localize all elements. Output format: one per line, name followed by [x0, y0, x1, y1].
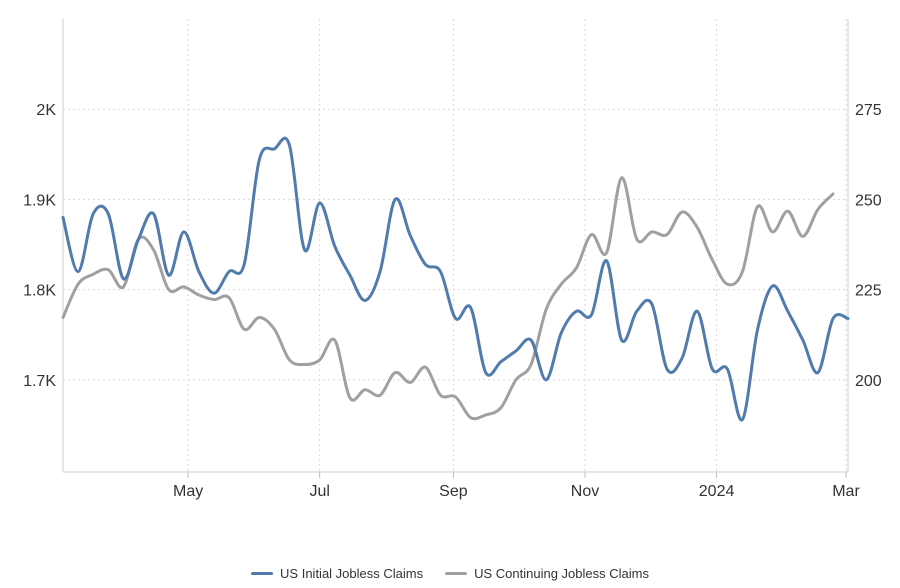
legend-item-initial-claims[interactable]: US Initial Jobless Claims	[251, 566, 423, 581]
legend-label-initial: US Initial Jobless Claims	[280, 566, 424, 581]
y-right-tick-label: 250	[855, 192, 882, 209]
y-left-tick-label: 1.9K	[23, 192, 56, 209]
y-left-tick-label: 1.7K	[23, 373, 56, 390]
x-tick-label: Mar	[832, 483, 860, 500]
y-right-tick-label: 200	[855, 373, 882, 390]
legend-label-continuing: US Continuing Jobless Claims	[474, 566, 649, 581]
legend-swatch-initial	[251, 572, 274, 575]
x-tick-label: Jul	[309, 483, 329, 500]
x-tick-label: Nov	[571, 483, 599, 500]
x-tick-label: May	[173, 483, 203, 500]
x-tick-label: 2024	[699, 483, 735, 500]
series-line-continuing-claims	[61, 176, 835, 421]
legend: US Initial Jobless Claims US Continuing …	[0, 566, 900, 581]
y-left-tick-label: 2K	[36, 102, 56, 119]
x-tick-label: Sep	[439, 483, 468, 500]
series-line-initial-claims	[61, 136, 850, 422]
y-right-tick-label: 225	[855, 283, 882, 300]
legend-swatch-continuing	[445, 572, 468, 575]
y-left-tick-label: 1.8K	[23, 283, 56, 300]
y-right-tick-label: 275	[855, 102, 882, 119]
legend-item-continuing-claims[interactable]: US Continuing Jobless Claims	[445, 566, 649, 581]
